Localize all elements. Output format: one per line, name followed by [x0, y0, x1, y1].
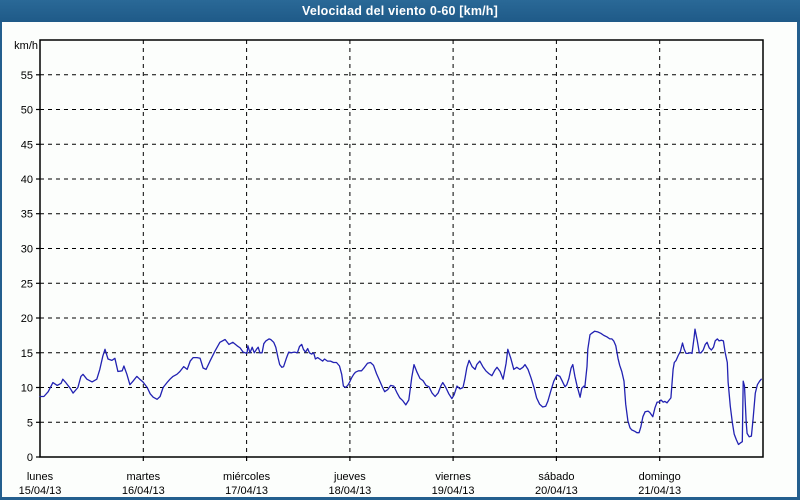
window-border-right — [797, 22, 800, 500]
y-tick-label: 10 — [21, 383, 33, 395]
window-border-bottom — [0, 497, 800, 500]
x-day-date-label: 19/04/13 — [432, 485, 475, 497]
window-border-left — [0, 22, 2, 500]
y-tick-label: 50 — [21, 105, 33, 117]
chart-title: Velocidad del viento 0-60 [km/h] — [301, 4, 499, 18]
x-day-name-label: domingo — [639, 471, 681, 483]
x-day-name-label: jueves — [333, 471, 366, 483]
x-day-name-label: sábado — [538, 471, 574, 483]
x-day-date-label: 21/04/13 — [638, 485, 681, 497]
x-day-date-label: 16/04/13 — [122, 485, 165, 497]
y-axis-unit-label: km/h — [14, 40, 38, 52]
x-day-name-label: viernes — [435, 471, 471, 483]
x-day-date-label: 15/04/13 — [19, 485, 62, 497]
y-tick-label: 35 — [21, 209, 33, 221]
y-tick-label: 40 — [21, 174, 33, 186]
y-tick-label: 45 — [21, 139, 33, 151]
x-day-date-label: 17/04/13 — [225, 485, 268, 497]
x-day-date-label: 20/04/13 — [535, 485, 578, 497]
y-tick-label: 15 — [21, 348, 33, 360]
x-day-name-label: martes — [126, 471, 160, 483]
y-tick-label: 20 — [21, 313, 33, 325]
x-day-date-label: 18/04/13 — [328, 485, 371, 497]
x-day-name-label: lunes — [27, 471, 54, 483]
chart-title-bar: Velocidad del viento 0-60 [km/h] — [0, 0, 800, 22]
y-tick-label: 55 — [21, 70, 33, 82]
wind-speed-series-line — [39, 328, 762, 446]
y-tick-label: 5 — [27, 417, 33, 429]
y-tick-label: 0 — [27, 452, 33, 464]
y-tick-label: 30 — [21, 244, 33, 256]
x-day-name-label: miércoles — [223, 471, 271, 483]
y-tick-label: 25 — [21, 278, 33, 290]
